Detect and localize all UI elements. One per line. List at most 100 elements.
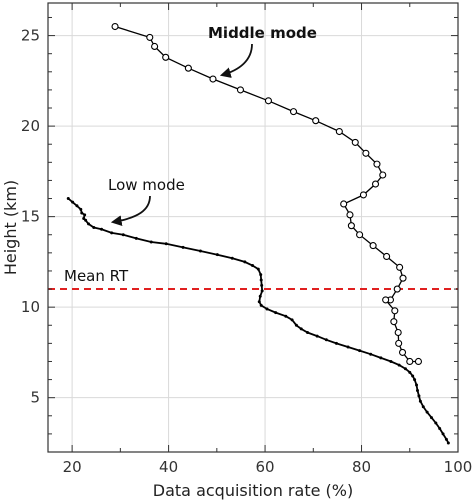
data-point (429, 416, 433, 420)
x-tick-label: 100 (444, 458, 473, 476)
data-point (373, 160, 381, 168)
data-point (346, 345, 350, 349)
annotations: Middle mode Low mode (108, 24, 317, 226)
low-mode-annotation: Low mode (108, 176, 185, 194)
data-point (284, 314, 288, 318)
data-point (351, 138, 359, 146)
mean-rt-label: Mean RT (64, 267, 129, 285)
data-point (446, 441, 450, 445)
data-point (258, 294, 262, 298)
data-point (421, 405, 425, 409)
data-point (149, 240, 153, 244)
data-point (396, 263, 404, 271)
data-point (398, 348, 407, 356)
data-point (274, 311, 278, 315)
data-point (395, 339, 403, 347)
data-point (92, 226, 96, 229)
data-point (146, 33, 154, 41)
data-point (394, 328, 402, 337)
data-point (413, 378, 417, 382)
grid-lines (48, 3, 459, 452)
data-point (100, 227, 104, 231)
data-point (79, 207, 83, 211)
data-point (403, 367, 407, 371)
data-point (66, 197, 70, 201)
data-point (390, 318, 398, 326)
data-point (265, 307, 269, 311)
data-point (441, 432, 445, 436)
plot-frame (47, 2, 459, 453)
data-point (259, 273, 263, 277)
data-point (256, 267, 260, 271)
data-point (134, 236, 138, 240)
y-tick-label: 5 (30, 389, 40, 407)
data-point (264, 97, 272, 105)
low-mode-arrow (110, 195, 151, 226)
data-point (383, 252, 391, 261)
data-point (356, 231, 364, 239)
data-point (411, 374, 415, 378)
data-point (371, 180, 380, 188)
data-point (121, 233, 125, 237)
data-point (164, 242, 168, 246)
data-point (83, 213, 87, 217)
data-point (87, 222, 91, 226)
y-tick-label: 10 (21, 298, 40, 316)
data-point (425, 410, 429, 414)
y-tick-label: 25 (21, 27, 40, 45)
data-point (181, 245, 185, 249)
data-point (391, 307, 399, 315)
data-point (306, 331, 310, 335)
data-point (346, 211, 354, 219)
data-point (259, 278, 263, 282)
data-point (347, 222, 355, 230)
series-layer (66, 22, 450, 445)
data-point (359, 191, 368, 199)
data-point (111, 22, 119, 31)
data-point (335, 127, 343, 136)
data-point (260, 283, 264, 287)
data-point (382, 296, 390, 304)
middle-mode-annotation: Middle mode (208, 24, 317, 42)
data-point (389, 359, 393, 363)
data-point (418, 399, 422, 403)
data-point (80, 211, 84, 215)
data-point (417, 394, 421, 398)
data-point (438, 426, 442, 430)
data-point (444, 437, 448, 441)
data-point (257, 300, 261, 304)
data-point (362, 149, 370, 157)
data-point (230, 256, 234, 260)
data-point (315, 334, 319, 338)
data-point (260, 289, 264, 293)
data-point (379, 171, 387, 179)
data-point (434, 421, 438, 425)
data-point (251, 264, 255, 268)
data-point (393, 285, 401, 293)
data-point (369, 352, 373, 356)
data-point (198, 249, 202, 253)
data-point (290, 318, 294, 322)
axis-ticks: 20 40 60 80 100 5 10 15 20 25 (21, 3, 472, 476)
data-point (82, 216, 86, 220)
data-point (75, 204, 79, 208)
data-point (162, 53, 170, 61)
mean-rt-reference: Mean RT (48, 267, 458, 291)
data-point (110, 231, 114, 235)
data-point (259, 303, 263, 307)
data-point (399, 274, 407, 282)
data-point (324, 338, 328, 342)
data-point (397, 363, 401, 367)
data-point (294, 323, 298, 327)
data-point (215, 253, 219, 257)
series-middle-mode (111, 22, 422, 366)
data-point (299, 327, 303, 331)
data-point (358, 349, 362, 353)
data-point (184, 64, 192, 72)
middle-mode-arrow (219, 43, 253, 78)
data-point (71, 200, 75, 204)
data-point (369, 242, 377, 250)
data-point (236, 86, 245, 94)
data-point (379, 356, 383, 360)
data-point (334, 341, 338, 345)
